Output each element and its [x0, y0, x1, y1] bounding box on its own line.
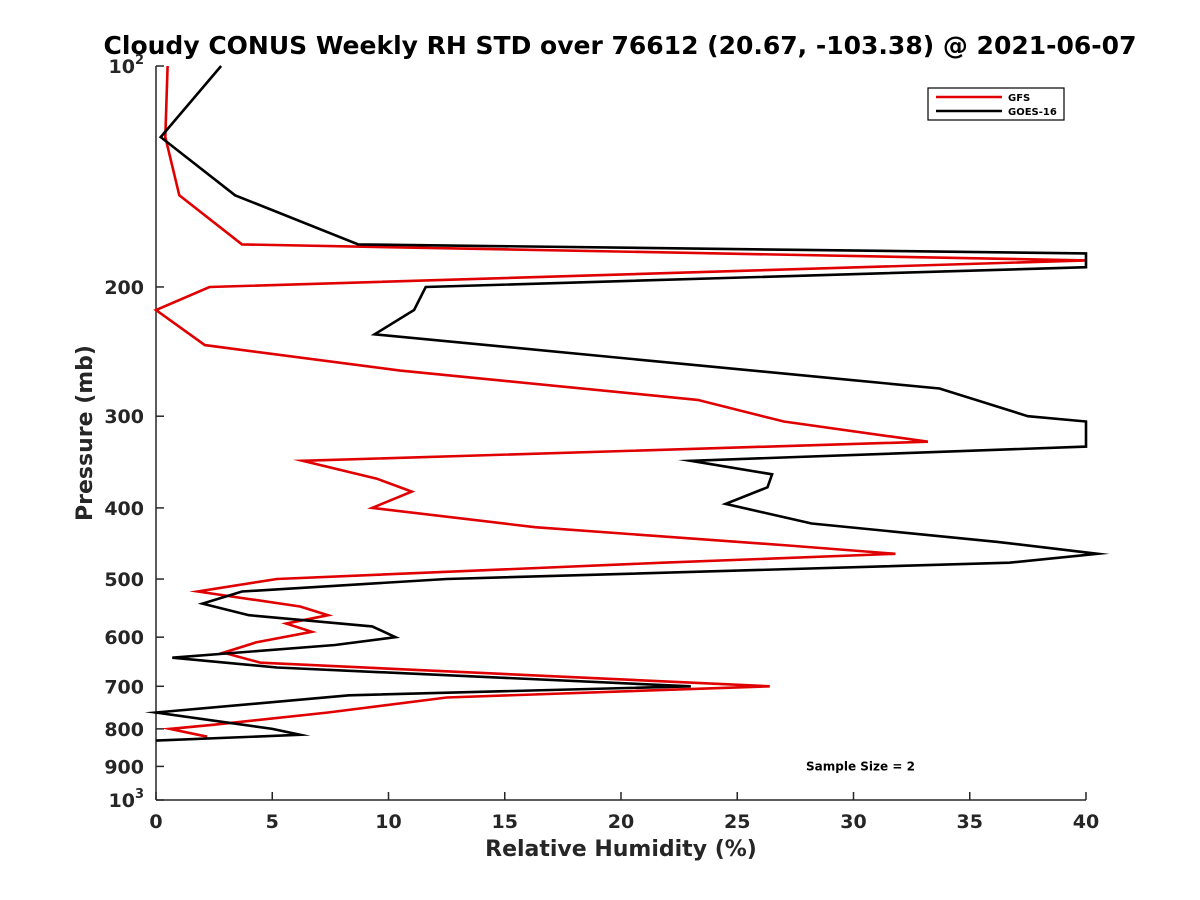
- y-tick-label-2: 300: [104, 406, 144, 428]
- x-axis-label: Relative Humidity (%): [485, 837, 757, 862]
- y-tick-label-9: 103: [109, 787, 145, 812]
- y-tick-label-6: 700: [104, 676, 144, 698]
- series-line-goes16: [144, 65, 1110, 742]
- y-tick-label-5: 600: [104, 627, 144, 649]
- legend-label-goes16: GOES-16: [1008, 107, 1057, 118]
- x-tick-label-4: 20: [608, 811, 634, 833]
- x-tick-label-1: 5: [266, 811, 279, 833]
- y-tick-label-4: 500: [104, 569, 144, 591]
- series-layer: [144, 65, 1110, 742]
- sample-size-annotation: Sample Size = 2: [806, 759, 915, 773]
- x-tick-label-6: 30: [840, 811, 866, 833]
- y-tick-label-7: 800: [104, 719, 144, 741]
- plot-area: [155, 66, 1086, 801]
- x-tick-label-5: 25: [724, 811, 750, 833]
- y-tick-label-1: 200: [104, 277, 144, 299]
- series-line-gfs: [153, 65, 1087, 738]
- y-ticks: 102 200 300 400 500 600 700 800 900 103: [104, 53, 164, 812]
- x-tick-label-7: 35: [957, 811, 983, 833]
- y-axis-label: Pressure (mb): [73, 345, 98, 521]
- legend-label-gfs: GFS: [1008, 93, 1030, 104]
- x-tick-label-0: 0: [149, 811, 162, 833]
- x-tick-label-3: 15: [492, 811, 518, 833]
- y-tick-label-3: 400: [104, 498, 144, 520]
- x-tick-label-2: 10: [375, 811, 401, 833]
- y-tick-label-0: 102: [109, 53, 145, 78]
- legend-box: [927, 87, 1065, 121]
- chart-title: Cloudy CONUS Weekly RH STD over 76612 (2…: [104, 31, 1137, 60]
- x-ticks: 0 5 10 15 20 25 30 35 40: [149, 792, 1099, 833]
- x-tick-label-8: 40: [1073, 811, 1099, 833]
- legend: GFS GOES-16: [927, 87, 1065, 121]
- y-tick-label-8: 900: [104, 756, 144, 778]
